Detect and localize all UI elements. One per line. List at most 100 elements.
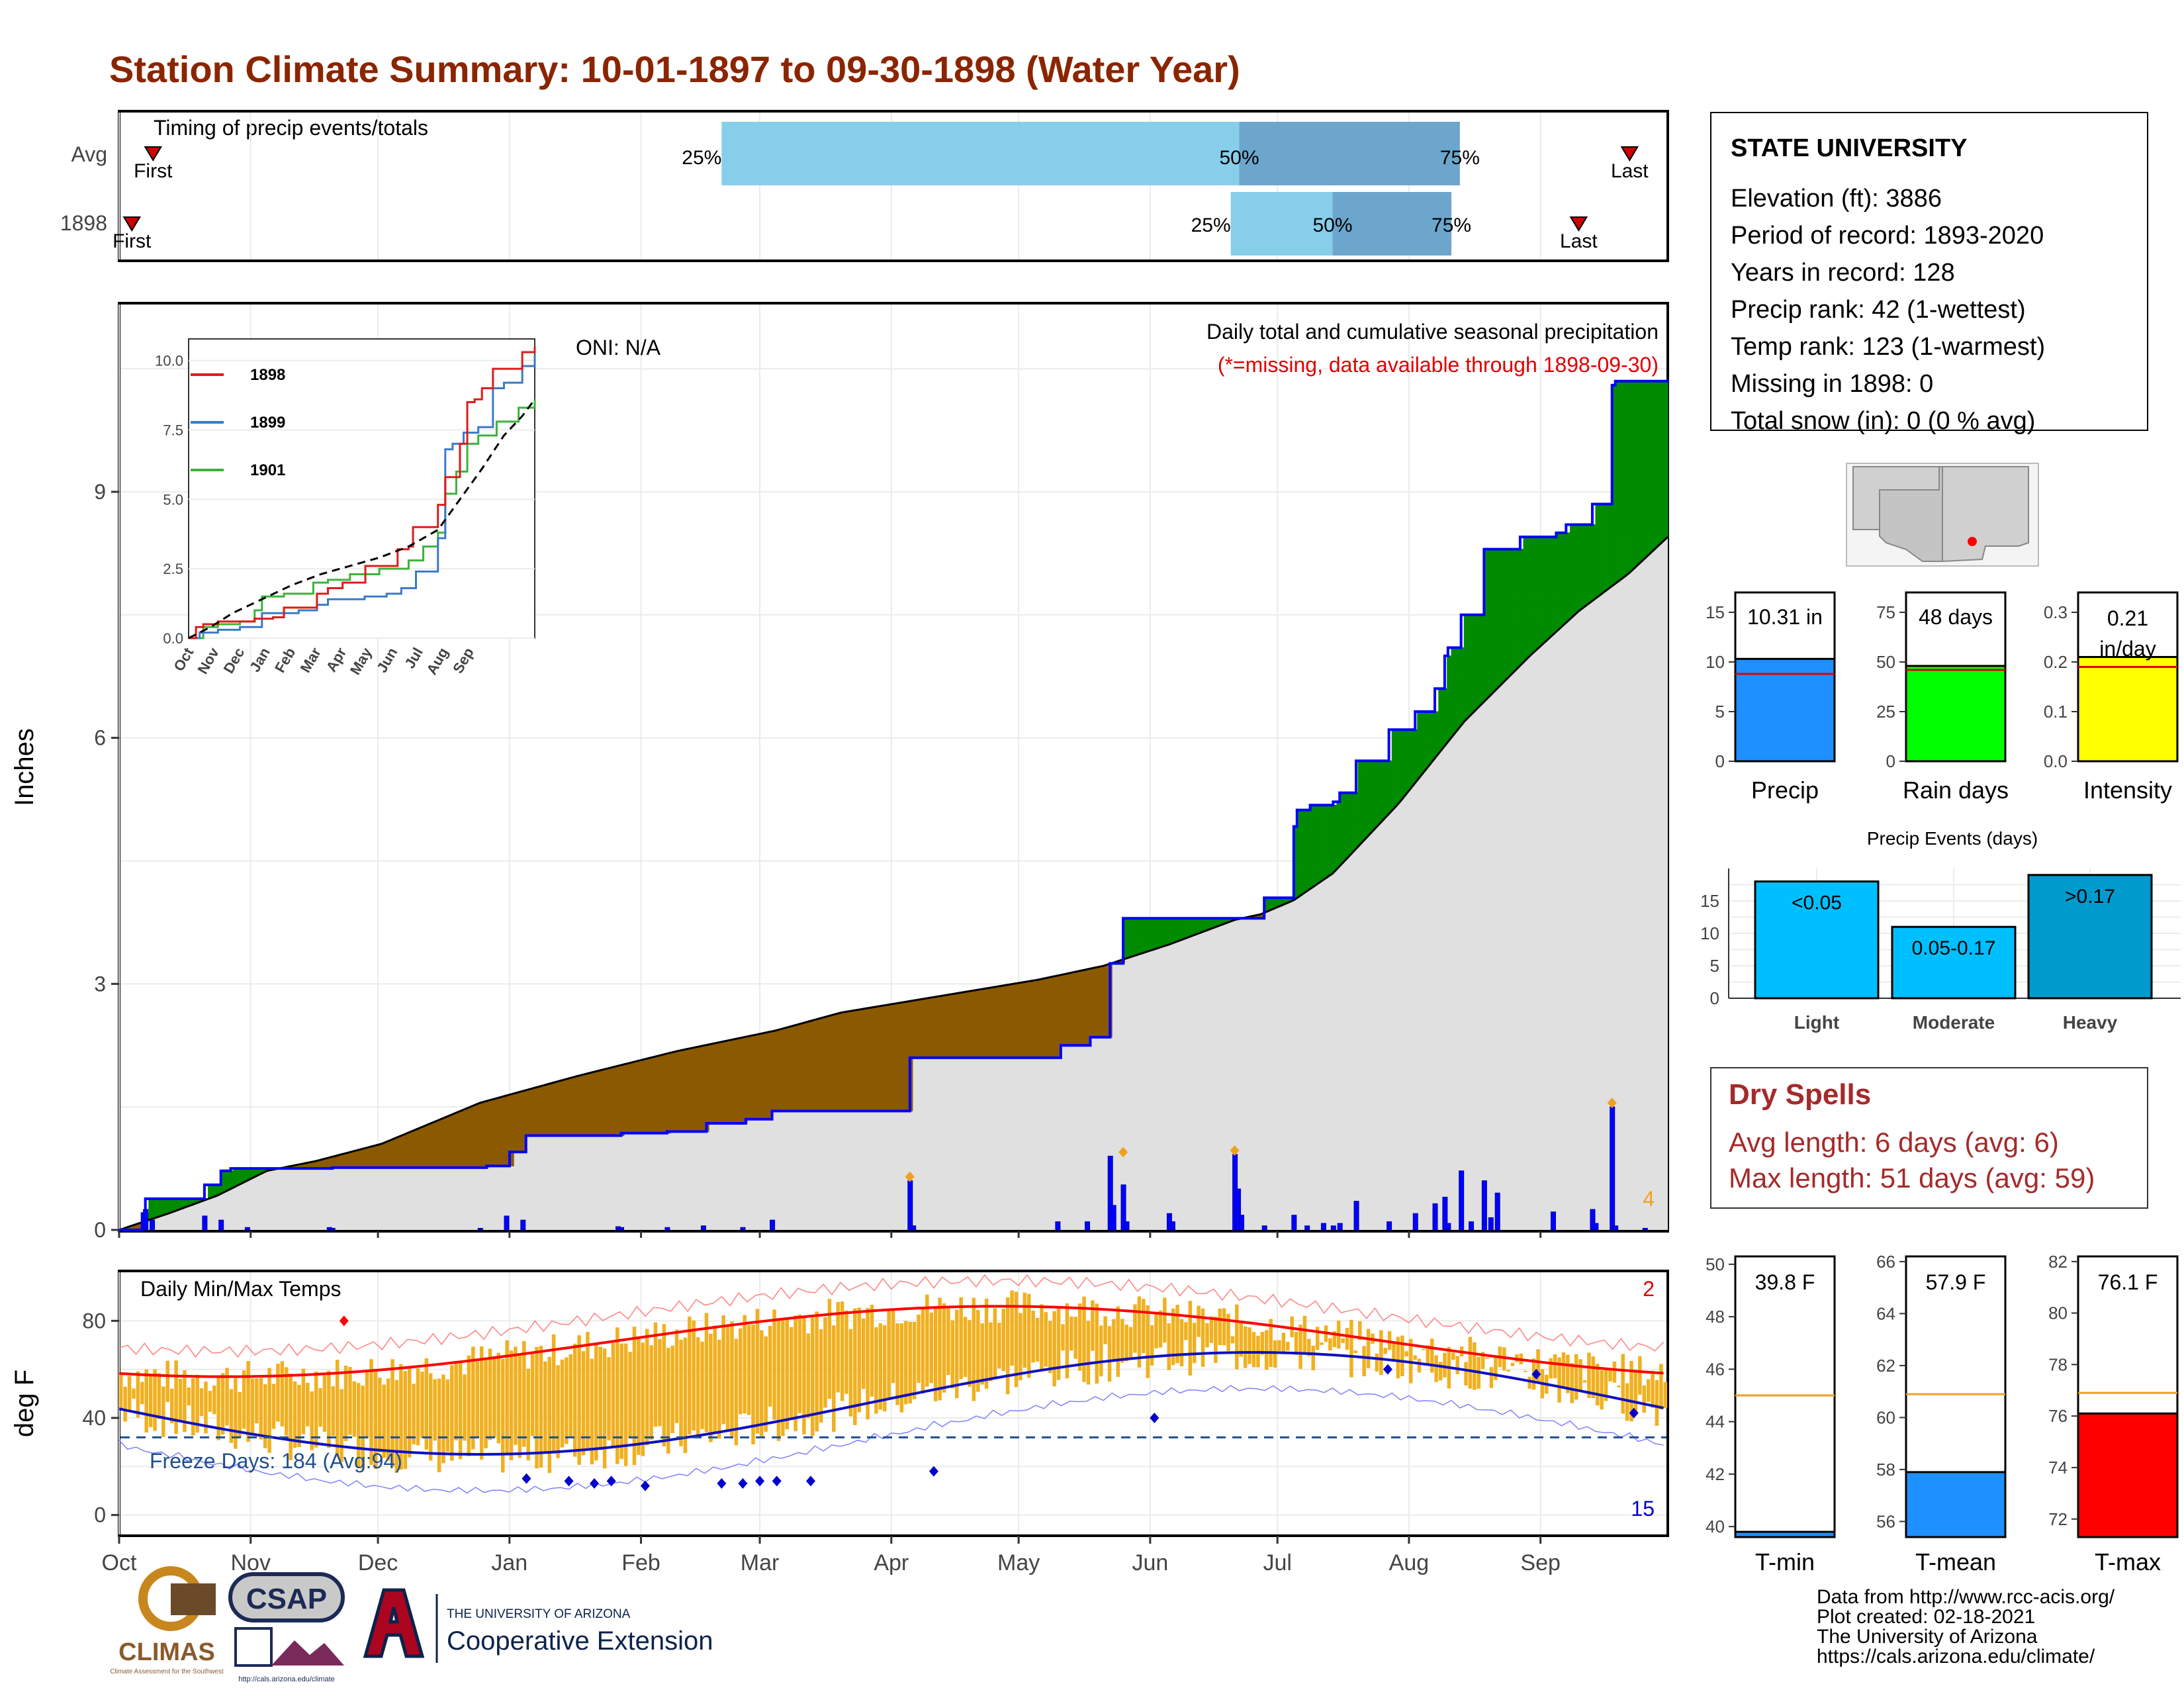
daily-precip-bar xyxy=(740,1227,746,1231)
csap-cloud xyxy=(228,1572,345,1622)
station-line: Elevation (ft): 3886 xyxy=(1731,185,1942,212)
temp-bar-ytick-label: 66 xyxy=(1876,1252,1895,1272)
temp-bar-ytick-label: 44 xyxy=(1706,1412,1725,1432)
inset-legend-label: 1901 xyxy=(250,461,285,479)
dry-spells-frame xyxy=(1710,1067,2148,1209)
summary-bar-ytick-label: 5 xyxy=(1715,702,1725,722)
daily-precip-bar xyxy=(1304,1225,1310,1231)
daily-precip-bar xyxy=(1494,1192,1500,1231)
inset-frame xyxy=(188,338,535,639)
inset-series-1898 xyxy=(189,346,536,639)
precip-ytick-label: 0 xyxy=(94,1218,106,1242)
daily-precip-bar xyxy=(1111,1205,1116,1231)
month-label: Sep xyxy=(1520,1550,1561,1575)
record-low-marker xyxy=(929,1466,938,1477)
summary-bar xyxy=(1734,657,1836,763)
event-bar xyxy=(2027,874,2153,1000)
daily-precip-bar xyxy=(1055,1221,1061,1231)
temp-ytick-label: 80 xyxy=(82,1309,106,1333)
station-line: Total snow (in): 0 (0 % avg) xyxy=(1731,407,2035,435)
daily-precip-bar xyxy=(1613,1225,1619,1231)
month-label: Feb xyxy=(621,1550,660,1575)
timing-bar-25-50 xyxy=(721,122,1240,185)
daily-precip-bar xyxy=(911,1225,917,1231)
record-low-marker xyxy=(1383,1364,1392,1375)
temp-bar-ytick-label: 60 xyxy=(1876,1407,1895,1427)
month-label: Jul xyxy=(1263,1550,1291,1575)
timing-bar-50-75 xyxy=(1332,192,1452,256)
ua-cooperative-extension-logo: THE UNIVERSITY OF ARIZONA Cooperative Ex… xyxy=(363,1588,713,1663)
summary-bar-ytick-label: 0.2 xyxy=(2044,652,2068,672)
record-low-marker xyxy=(640,1480,650,1491)
inset-series-1899 xyxy=(189,355,536,639)
temp-title: Daily Min/Max Temps xyxy=(140,1277,341,1301)
summary-bar-ytick-label: 0 xyxy=(1886,751,1895,771)
daily-precip-bar xyxy=(150,1219,156,1231)
summary-bar-value: 0.21 xyxy=(2107,606,2148,630)
observed-cumulative-line xyxy=(119,379,1669,1231)
precip-panel: 0 3 6 9 Inches ONI: N/A Daily total and cum… xyxy=(10,302,1669,1242)
event-bar xyxy=(1891,925,2017,1000)
temp-bar-ytick-label: 40 xyxy=(1706,1517,1725,1536)
event-bar-value: 0.05-0.17 xyxy=(1912,937,1996,959)
summary-bar-label: Intensity xyxy=(2083,776,2172,804)
record-low-marker xyxy=(755,1476,765,1487)
temp-count-bottom: 15 xyxy=(1631,1497,1655,1521)
daily-precip-bar xyxy=(770,1219,776,1231)
daily-precip-bar xyxy=(143,1209,149,1231)
heavy-event-marker xyxy=(1230,1145,1240,1156)
footer-line: Plot created: 02-18-2021 xyxy=(1817,1606,2035,1628)
page-title: Station Climate Summary: 10-01-1897 to 0… xyxy=(109,48,1240,90)
temp-bar-ytick-label: 62 xyxy=(1876,1356,1895,1376)
csap-url: http://cals.arizona.edu/climate xyxy=(238,1675,335,1683)
temp-ytick-label: 0 xyxy=(94,1503,106,1527)
month-label: May xyxy=(997,1550,1040,1575)
daily-precip-bar xyxy=(1610,1106,1615,1231)
precip-events-title: Precip Events (days) xyxy=(1867,828,2038,849)
timing-p75-label: 75% xyxy=(1440,147,1480,169)
inset-ytick-label: 2.5 xyxy=(163,561,183,577)
summary-bar xyxy=(2077,656,2179,763)
temp-bar-ytick-label: 56 xyxy=(1876,1511,1895,1531)
timing-panel: Timing of precip events/totals Avg 1898 … xyxy=(60,110,1669,262)
month-label: Jan xyxy=(491,1550,527,1575)
temp-bar-value: 57.9 F xyxy=(1926,1270,1986,1294)
daily-precip-bar xyxy=(1261,1225,1267,1231)
timing-title: Timing of precip events/totals xyxy=(154,116,428,140)
daily-precip-bar xyxy=(1459,1170,1465,1231)
temp-bar-value: 39.8 F xyxy=(1755,1270,1815,1294)
map-state-arizona xyxy=(1879,466,1943,562)
daily-precip-bar xyxy=(1320,1223,1326,1231)
climas-subtext: Climate Assessment for the Southwest xyxy=(110,1668,223,1675)
month-label: Oct xyxy=(102,1550,137,1575)
temp-bar-ytick-label: 74 xyxy=(2048,1458,2068,1477)
record-high-marker xyxy=(339,1315,349,1327)
daily-precip-bar xyxy=(504,1215,510,1231)
timing-first-label: First xyxy=(134,160,173,182)
station-location-dot xyxy=(1968,537,1977,546)
station-line: Temp rank: 123 (1-warmest) xyxy=(1731,333,2045,361)
inset-avg-line xyxy=(188,399,536,639)
record-low-marker xyxy=(590,1478,600,1489)
daily-precip-bar xyxy=(1107,1155,1113,1231)
record-low-marker xyxy=(1150,1413,1160,1423)
summary-bar-label: Rain days xyxy=(1903,776,2009,804)
station-frame xyxy=(1710,112,2148,431)
daily-precip-bar xyxy=(1330,1225,1336,1231)
record-high-line xyxy=(118,1274,1664,1358)
inset-ytick-label: 10.0 xyxy=(155,353,183,369)
heavy-event-marker xyxy=(1607,1098,1617,1109)
timing-first-marker xyxy=(144,146,163,162)
temp-bar-label: T-max xyxy=(2095,1548,2161,1575)
event-bar-label: Light xyxy=(1794,1012,1839,1033)
daily-precip-bar xyxy=(477,1228,483,1231)
events-ytick-label: 5 xyxy=(1710,956,1719,976)
summary-bar xyxy=(1905,665,2007,763)
daily-precip-bar xyxy=(619,1227,625,1231)
timing-row-1898-label: 1898 xyxy=(60,211,107,235)
temp-bar xyxy=(1905,1471,2007,1538)
station-info-box: STATE UNIVERSITY Elevation (ft): 3886 Pe… xyxy=(1710,112,2148,435)
temp-count-top: 2 xyxy=(1643,1277,1655,1301)
inset-ytick-label: 0.0 xyxy=(163,630,183,647)
normal-low-line xyxy=(118,1350,1664,1456)
